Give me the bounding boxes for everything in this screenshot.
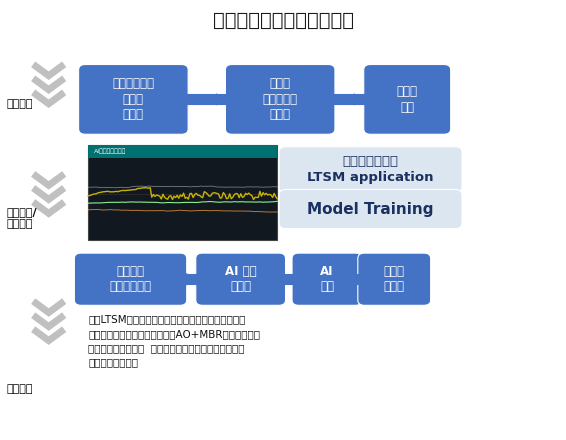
FancyBboxPatch shape (292, 253, 362, 305)
FancyBboxPatch shape (279, 147, 462, 192)
Text: Model Training: Model Training (307, 202, 434, 216)
Text: 設備操作與環
境因子
數位化: 設備操作與環 境因子 數位化 (113, 77, 155, 121)
Text: 預測驗證: 預測驗證 (6, 384, 33, 394)
Text: 模型訓練/
機器學習: 模型訓練/ 機器學習 (6, 207, 37, 229)
Text: AI 判讀
與預測: AI 判讀 與預測 (225, 265, 256, 293)
Text: AI水處理預測系統: AI水處理預測系統 (94, 149, 126, 154)
Text: 數位化
特徵值分類
並標註: 數位化 特徵值分類 並標註 (263, 77, 298, 121)
Text: 水質改變
操作參數設定: 水質改變 操作參數設定 (110, 265, 152, 293)
Text: 獲得目
標水質: 獲得目 標水質 (384, 265, 405, 293)
FancyBboxPatch shape (225, 65, 335, 134)
Text: AI
控制: AI 控制 (320, 265, 334, 293)
Text: 類神經網路演算
LTSM application: 類神經網路演算 LTSM application (307, 155, 434, 184)
Text: 數據收集: 數據收集 (6, 99, 33, 109)
FancyBboxPatch shape (74, 253, 187, 305)
FancyBboxPatch shape (358, 253, 431, 305)
FancyBboxPatch shape (79, 65, 188, 134)
Text: 建置資
料庫: 建置資 料庫 (397, 85, 418, 114)
FancyBboxPatch shape (88, 146, 277, 158)
Text: 透過LTSM演算法及模型訓練預測找出規律，並持續輸
入新資料自動訓練，找出最適合AO+MBR生物單元之最
適碳源加藥量與硝化  脫硝曝氣風量，降低水質超標風險
: 透過LTSM演算法及模型訓練預測找出規律，並持續輸 入新資料自動訓練，找出最適合… (88, 314, 260, 367)
FancyBboxPatch shape (88, 146, 277, 240)
Text: 水處理碳源及曝氣參數調整: 水處理碳源及曝氣參數調整 (212, 11, 354, 30)
FancyBboxPatch shape (196, 253, 285, 305)
FancyBboxPatch shape (279, 190, 462, 228)
FancyBboxPatch shape (364, 65, 451, 134)
